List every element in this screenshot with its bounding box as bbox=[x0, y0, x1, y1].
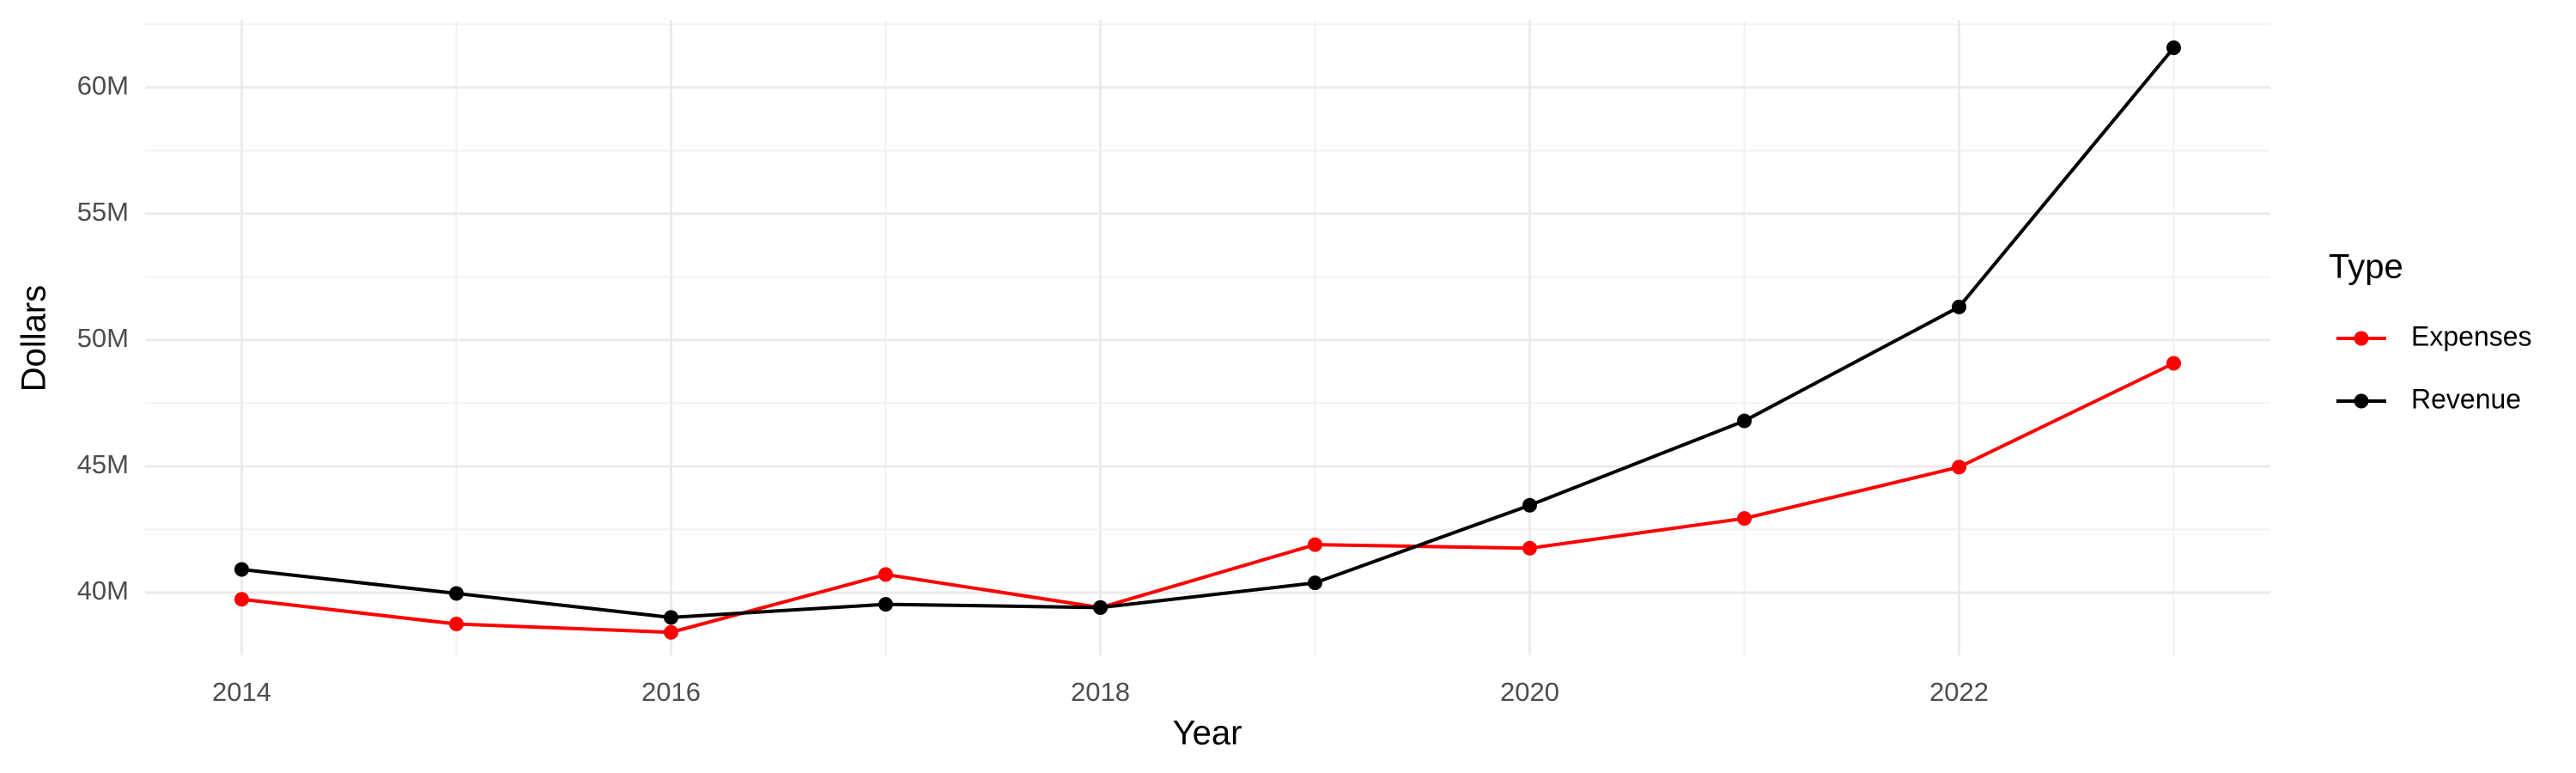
data-point bbox=[234, 562, 249, 577]
x-tick-label: 2022 bbox=[1929, 677, 1989, 707]
legend-key-point bbox=[2354, 393, 2369, 409]
x-tick-label: 2014 bbox=[212, 677, 271, 707]
legend-label: Revenue bbox=[2411, 383, 2521, 414]
data-point bbox=[878, 597, 893, 612]
data-point bbox=[1522, 540, 1537, 556]
data-point bbox=[449, 586, 464, 601]
y-tick-label: 45M bbox=[77, 449, 129, 479]
data-point bbox=[664, 624, 678, 640]
data-point bbox=[1952, 460, 1966, 475]
data-point bbox=[1093, 600, 1108, 615]
y-axis-title: Dollars bbox=[15, 285, 53, 392]
data-point bbox=[2166, 40, 2181, 56]
data-point bbox=[1522, 497, 1537, 513]
y-tick-label: 60M bbox=[77, 70, 129, 100]
legend-title: Type bbox=[2329, 248, 2403, 286]
data-point bbox=[664, 610, 678, 625]
data-point bbox=[1308, 537, 1322, 552]
legend-label: Expenses bbox=[2411, 320, 2532, 351]
series-line bbox=[241, 362, 2175, 635]
data-point bbox=[1308, 575, 1322, 591]
y-tick-label: 50M bbox=[77, 323, 129, 353]
data-point bbox=[878, 567, 893, 582]
data-point bbox=[1737, 511, 1752, 526]
legend-key-point bbox=[2354, 331, 2369, 346]
y-tick-label: 40M bbox=[77, 575, 129, 606]
data-point bbox=[2166, 356, 2181, 371]
data-point bbox=[449, 617, 464, 632]
data-point bbox=[234, 592, 249, 607]
x-tick-label: 2020 bbox=[1500, 677, 1559, 707]
data-point bbox=[1952, 299, 1966, 314]
y-tick-label: 55M bbox=[77, 197, 129, 227]
x-tick-label: 2018 bbox=[1071, 677, 1130, 707]
data-point bbox=[1737, 413, 1752, 429]
series-line bbox=[241, 46, 2176, 619]
x-axis-title: Year bbox=[1173, 715, 1242, 752]
x-tick-label: 2016 bbox=[641, 677, 701, 707]
